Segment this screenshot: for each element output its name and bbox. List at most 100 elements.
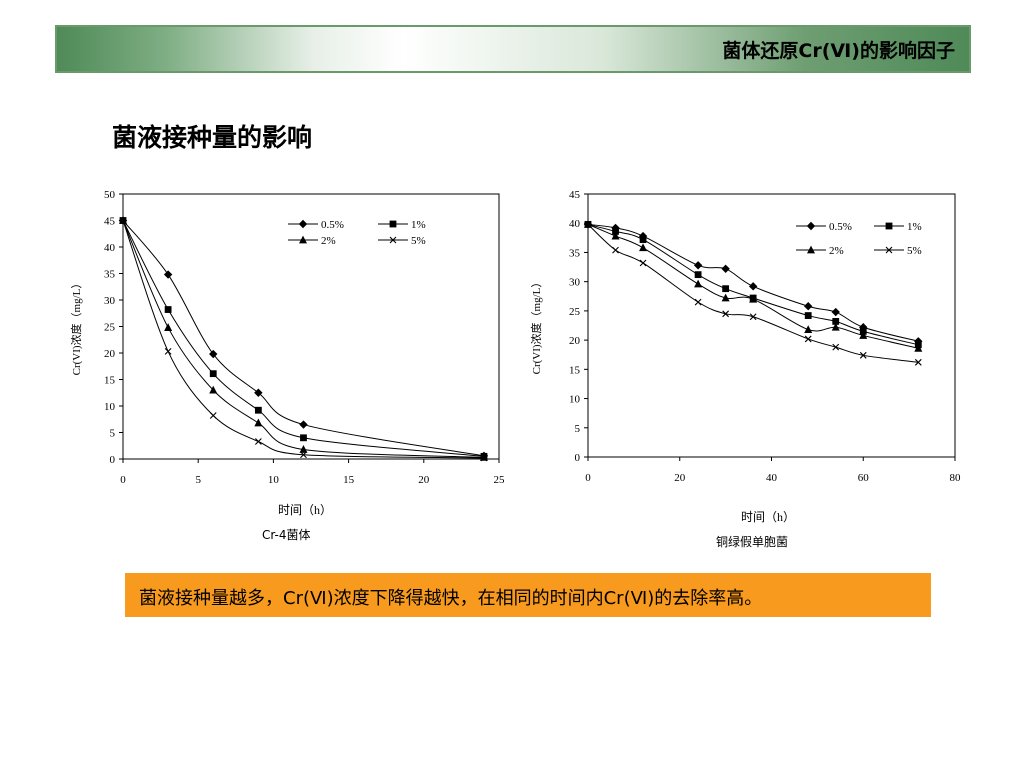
series-diamond [583, 220, 923, 346]
x-tick-label: 0 [120, 474, 126, 486]
x-tick-label: 60 [858, 472, 870, 484]
y-tick-label: 15 [104, 375, 116, 387]
data-point [749, 294, 758, 303]
data-point [639, 236, 647, 243]
data-point [722, 310, 730, 318]
data-point [611, 231, 620, 240]
data-point [859, 331, 868, 339]
header-banner: 菌体还原Cr(Ⅵ)的影响因子 [55, 25, 971, 73]
legend-marker [807, 245, 815, 254]
y-tick-label: 45 [569, 189, 581, 201]
y-tick-label: 25 [104, 322, 116, 334]
y-axis-label: Cr(VI)浓度（mg/L） [69, 278, 83, 376]
legend-label: 1% [411, 219, 426, 231]
legend-marker [389, 236, 397, 244]
data-point [254, 388, 263, 397]
series-line [122, 220, 485, 457]
y-tick-label: 20 [569, 335, 581, 347]
series-line [122, 220, 484, 459]
x-tick-label: 40 [766, 472, 778, 484]
y-tick-label: 50 [104, 189, 116, 201]
data-point [209, 370, 217, 378]
data-point [209, 349, 218, 359]
header-title: 菌体还原Cr(Ⅵ)的影响因子 [722, 40, 955, 62]
data-point [300, 434, 307, 442]
y-tick-label: 0 [110, 454, 116, 466]
data-point [584, 221, 592, 228]
data-point [804, 335, 812, 343]
data-point [804, 325, 813, 333]
legend-label: 0.5% [829, 221, 852, 233]
data-point [639, 243, 648, 252]
data-point [859, 351, 867, 359]
legend-entry: 2% [796, 245, 844, 257]
data-point [721, 264, 730, 274]
x-tick-label: 25 [494, 474, 506, 486]
x-tick-label: 20 [674, 472, 686, 484]
legend-entry: 0.5% [796, 221, 852, 233]
y-tick-label: 0 [575, 452, 581, 464]
legend-entry: 1% [378, 219, 426, 231]
legend-marker [885, 246, 893, 254]
data-point [254, 438, 262, 445]
legend-marker [885, 222, 893, 230]
legend-entry: 5% [874, 245, 922, 257]
chart-1: 0 5 10 15 20 25 30 35 40 45 0 20 40 60 80 时间（h） Cr(VI)浓度… [529, 189, 961, 524]
y-tick-label: 40 [104, 242, 116, 254]
legend-label: 2% [829, 245, 844, 257]
data-point [299, 445, 308, 453]
series-triangle [119, 216, 488, 461]
y-tick-label: 40 [569, 218, 581, 230]
data-point [612, 246, 619, 254]
y-tick-label: 10 [569, 394, 581, 406]
data-point [749, 313, 757, 321]
data-point [479, 453, 488, 461]
legend-label: 5% [907, 245, 922, 257]
data-point [300, 451, 307, 459]
data-point [163, 270, 173, 279]
legend-marker [299, 235, 307, 244]
plot-frame [122, 193, 500, 460]
series-diamond [118, 216, 489, 461]
data-point [164, 323, 173, 331]
legend-label: 5% [411, 235, 426, 247]
chart-caption-cr4: Cr-4菌体 [262, 528, 311, 542]
section-title: 菌液接种量的影响 [112, 123, 313, 152]
y-tick-label: 15 [569, 364, 581, 376]
y-axis-label: Cr(VI)浓度（mg/L） [529, 277, 543, 375]
data-point [748, 282, 758, 291]
data-point [721, 293, 730, 302]
data-point [299, 420, 308, 429]
y-tick-label: 5 [110, 428, 116, 440]
data-point [694, 271, 702, 279]
x-tick-label: 15 [343, 474, 355, 486]
data-point [254, 406, 262, 414]
series-line [122, 220, 484, 458]
data-point [254, 418, 263, 427]
series-line [587, 223, 919, 342]
y-tick-label: 30 [104, 295, 116, 307]
legend-label: 2% [321, 235, 336, 247]
legend-entry: 0.5% [288, 219, 344, 231]
x-tick-label: 10 [268, 474, 280, 486]
x-tick-label: 20 [418, 474, 430, 486]
legend-marker [806, 221, 816, 231]
data-point [480, 454, 488, 462]
conclusion-box: 菌液接种量越多，Cr(Ⅵ)浓度下降得越快，在相同的时间内Cr(Ⅵ)的去除率高。 [125, 573, 931, 617]
x-axis-label: 时间（h） [741, 510, 795, 524]
data-point [638, 231, 648, 241]
legend-entry: 1% [874, 221, 922, 233]
chart-0: 0 5 10 15 20 25 30 35 40 45 50 0 5 10 15 20 25 时间（h） Cr(VI… [69, 189, 505, 517]
data-point [119, 217, 127, 224]
data-point [693, 261, 703, 270]
legend-entry: 2% [288, 235, 336, 247]
data-point [694, 298, 702, 306]
y-tick-label: 5 [575, 423, 581, 435]
data-point [914, 343, 923, 352]
legend-marker [298, 219, 308, 229]
x-tick-label: 0 [585, 472, 591, 484]
y-tick-label: 25 [569, 306, 581, 318]
x-tick-label: 80 [950, 472, 962, 484]
series-x [119, 217, 488, 462]
